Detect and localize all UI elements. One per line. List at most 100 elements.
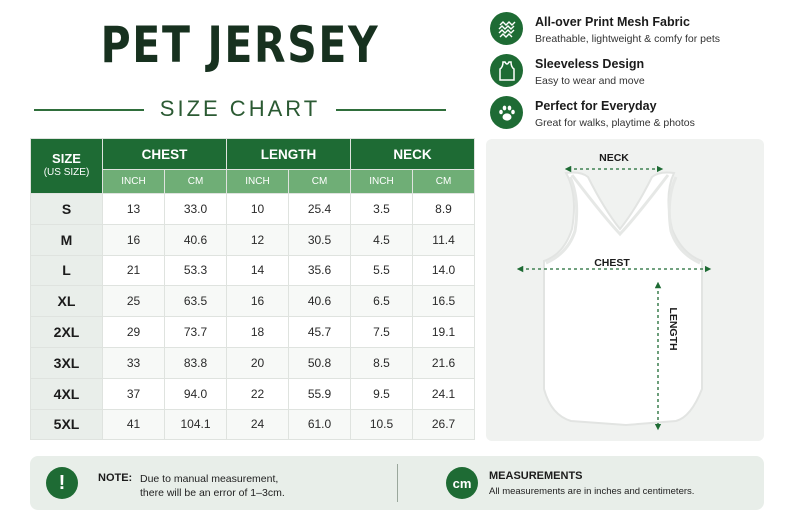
cm-badge-icon: cm xyxy=(446,467,478,499)
jersey-illustration: NECK CHEST LENGTH xyxy=(516,152,712,431)
page-subtitle: SIZE CHART xyxy=(159,96,321,121)
size-chart-table: SIZE (US SIZE) CHEST LENGTH NECK INCH CM… xyxy=(30,138,476,441)
unit-header-cm: CM xyxy=(412,169,476,194)
subtitle-row: SIZE CHART xyxy=(30,96,450,126)
measurement-cell: 33.0 xyxy=(163,193,228,225)
measurement-cell: 14.0 xyxy=(412,254,476,287)
measurement-cell: 40.6 xyxy=(163,223,228,256)
measurement-cell: 37 xyxy=(102,377,165,410)
measurement-cell: 61.0 xyxy=(288,408,352,441)
unit-header-inch: INCH xyxy=(226,169,290,194)
measurement-cell: 41 xyxy=(102,408,165,441)
measurement-cell: 104.1 xyxy=(163,408,228,441)
unit-header-cm: CM xyxy=(288,169,352,194)
feature-title: Sleeveless Design xyxy=(535,57,645,71)
measurements-text: All measurements are in inches and centi… xyxy=(489,486,695,497)
paw-icon xyxy=(490,96,523,129)
size-cell: XL xyxy=(30,285,103,318)
measurement-cell: 3.5 xyxy=(350,193,414,225)
measurement-cell: 16 xyxy=(102,223,165,256)
note-bar: ! NOTE: Due to manual measurement, there… xyxy=(30,456,764,510)
measurement-cell: 30.5 xyxy=(288,223,352,256)
measurement-cell: 16 xyxy=(226,285,290,318)
measurement-cell: 16.5 xyxy=(412,285,476,318)
measurement-cell: 9.5 xyxy=(350,377,414,410)
measurement-cell: 33 xyxy=(102,346,165,379)
measurement-cell: 53.3 xyxy=(163,254,228,287)
measurement-cell: 20 xyxy=(226,346,290,379)
feature-title: Perfect for Everyday xyxy=(535,99,657,113)
neck-label: NECK xyxy=(599,152,629,164)
size-cell: 2XL xyxy=(30,316,103,348)
feature-item-sleeveless: Sleeveless Design Easy to wear and move xyxy=(490,54,790,96)
measurement-cell: 10.5 xyxy=(350,408,414,441)
measurement-cell: 4.5 xyxy=(350,223,414,256)
measurement-cell: 83.8 xyxy=(163,346,228,379)
measurement-cell: 73.7 xyxy=(163,316,228,348)
feature-description: Breathable, lightweight & comfy for pets xyxy=(535,33,721,45)
neck-group-header: NECK xyxy=(350,138,476,170)
note-divider xyxy=(397,464,398,502)
measurement-cell: 13 xyxy=(102,193,165,225)
size-cell: M xyxy=(30,223,103,256)
tank-top-icon xyxy=(490,54,523,87)
size-header-sub: (US SIZE) xyxy=(43,167,90,178)
measurement-cell: 55.9 xyxy=(288,377,352,410)
measurement-cell: 19.1 xyxy=(412,316,476,348)
feature-description: Easy to wear and move xyxy=(535,75,645,87)
measurement-cell: 25 xyxy=(102,285,165,318)
subtitle-line-right xyxy=(336,109,446,111)
jersey-diagram: NECK CHEST LENGTH xyxy=(486,139,764,441)
table-row: L 21 53.3 14 35.6 5.5 14.0 xyxy=(30,254,476,287)
measurement-cell: 7.5 xyxy=(350,316,414,348)
page-title: PET JERSEY xyxy=(100,16,380,74)
measurement-cell: 5.5 xyxy=(350,254,414,287)
note-label: NOTE: xyxy=(98,472,133,484)
note-line-2: there will be an error of 1–3cm. xyxy=(140,487,285,499)
table-row: 2XL 29 73.7 18 45.7 7.5 19.1 xyxy=(30,316,476,348)
measurement-cell: 22 xyxy=(226,377,290,410)
measurement-cell: 24 xyxy=(226,408,290,441)
measurement-cell: 50.8 xyxy=(288,346,352,379)
feature-list: All-over Print Mesh Fabric Breathable, l… xyxy=(490,12,790,138)
chest-group-header: CHEST xyxy=(101,138,228,170)
size-column-header: SIZE (US SIZE) xyxy=(30,138,103,194)
table-row: M 16 40.6 12 30.5 4.5 11.4 xyxy=(30,223,476,256)
measurement-cell: 8.9 xyxy=(412,193,476,225)
size-cell: L xyxy=(30,254,103,287)
measurement-cell: 45.7 xyxy=(288,316,352,348)
table-row: 4XL 37 94.0 22 55.9 9.5 24.1 xyxy=(30,377,476,410)
size-cell: 4XL xyxy=(30,377,103,410)
table-row: 3XL 33 83.8 20 50.8 8.5 21.6 xyxy=(30,346,476,379)
size-cell: 5XL xyxy=(30,408,103,441)
measurement-cell: 29 xyxy=(102,316,165,348)
measurement-cell: 40.6 xyxy=(288,285,352,318)
measurement-cell: 14 xyxy=(226,254,290,287)
subtitle-line-left xyxy=(34,109,144,111)
measurement-cell: 11.4 xyxy=(412,223,476,256)
feature-title: All-over Print Mesh Fabric xyxy=(535,15,690,29)
chest-label: CHEST xyxy=(594,257,630,269)
mesh-fabric-icon xyxy=(490,12,523,45)
measurement-cell: 35.6 xyxy=(288,254,352,287)
measurement-cell: 8.5 xyxy=(350,346,414,379)
measurement-cell: 21.6 xyxy=(412,346,476,379)
feature-item-everyday: Perfect for Everyday Great for walks, pl… xyxy=(490,96,790,138)
jersey-shape xyxy=(543,171,703,427)
measurement-cell: 94.0 xyxy=(163,377,228,410)
exclamation-icon: ! xyxy=(46,467,78,499)
unit-header-inch: INCH xyxy=(350,169,414,194)
unit-header-inch: INCH xyxy=(102,169,165,194)
size-header-label: SIZE xyxy=(52,151,81,166)
measurement-cell: 63.5 xyxy=(163,285,228,318)
measurement-cell: 26.7 xyxy=(412,408,476,441)
size-cell: S xyxy=(30,193,103,225)
feature-item-mesh: All-over Print Mesh Fabric Breathable, l… xyxy=(490,12,790,54)
note-text: Due to manual measurement, there will be… xyxy=(140,472,285,500)
measurement-cell: 10 xyxy=(226,193,290,225)
measurement-cell: 24.1 xyxy=(412,377,476,410)
table-row: 5XL 41 104.1 24 61.0 10.5 26.7 xyxy=(30,408,476,441)
note-line-1: Due to manual measurement, xyxy=(140,473,279,485)
length-group-header: LENGTH xyxy=(226,138,352,170)
size-cell: 3XL xyxy=(30,346,103,379)
